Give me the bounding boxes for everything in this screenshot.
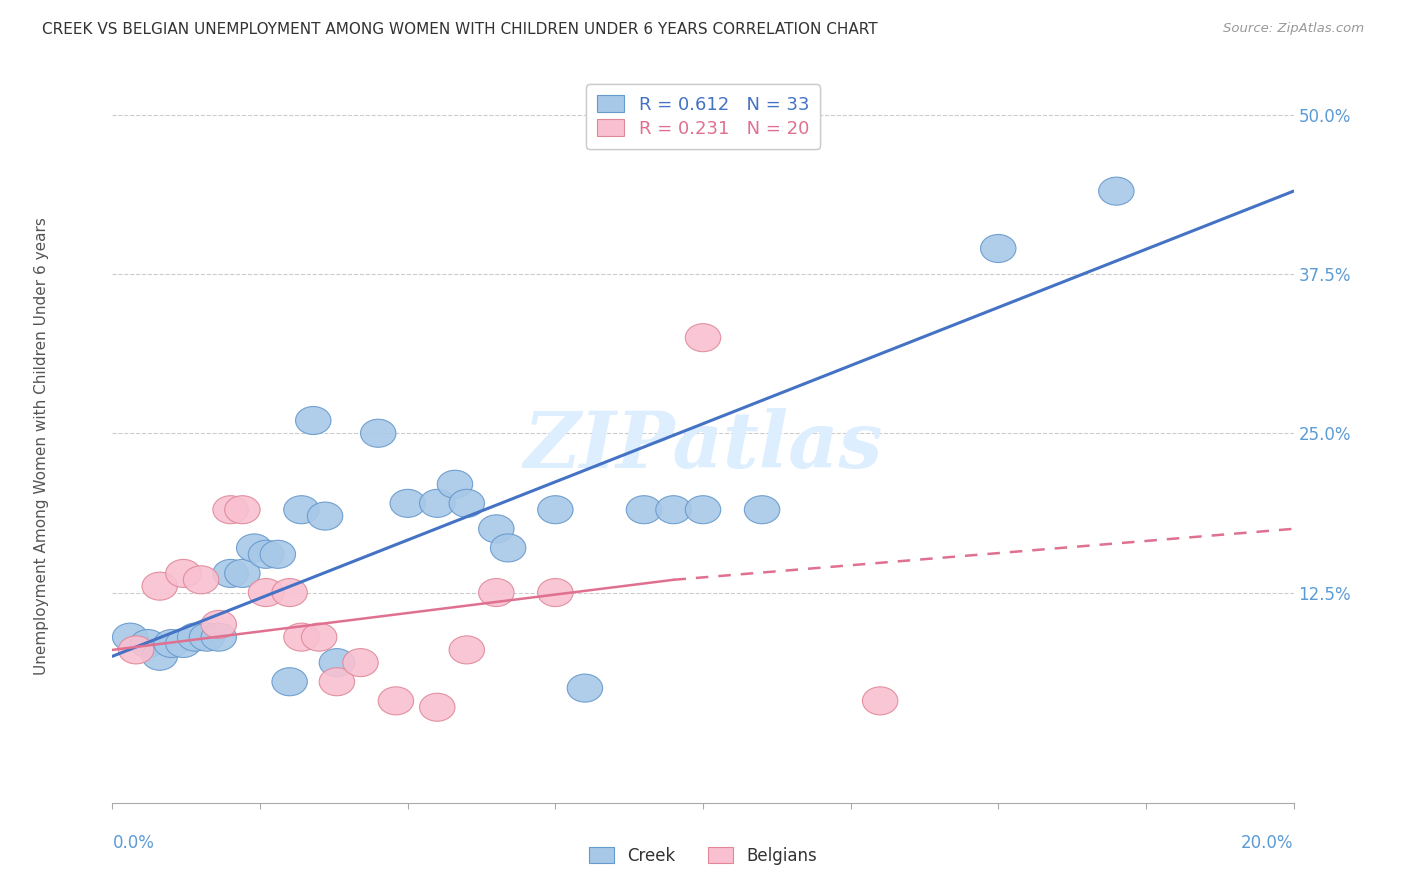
- Ellipse shape: [166, 630, 201, 657]
- Ellipse shape: [389, 490, 426, 517]
- Ellipse shape: [177, 624, 212, 651]
- Ellipse shape: [131, 630, 166, 657]
- Text: Unemployment Among Women with Children Under 6 years: Unemployment Among Women with Children U…: [34, 217, 49, 675]
- Ellipse shape: [478, 515, 515, 543]
- Ellipse shape: [437, 470, 472, 499]
- Text: CREEK VS BELGIAN UNEMPLOYMENT AMONG WOMEN WITH CHILDREN UNDER 6 YEARS CORRELATIO: CREEK VS BELGIAN UNEMPLOYMENT AMONG WOME…: [42, 22, 877, 37]
- Ellipse shape: [567, 674, 603, 702]
- Ellipse shape: [655, 496, 692, 524]
- Text: Source: ZipAtlas.com: Source: ZipAtlas.com: [1223, 22, 1364, 36]
- Ellipse shape: [862, 687, 898, 714]
- Ellipse shape: [201, 610, 236, 639]
- Ellipse shape: [260, 541, 295, 568]
- Ellipse shape: [166, 559, 201, 588]
- Ellipse shape: [142, 642, 177, 670]
- Ellipse shape: [236, 534, 271, 562]
- Legend: Creek, Belgians: Creek, Belgians: [578, 837, 828, 875]
- Ellipse shape: [343, 648, 378, 677]
- Ellipse shape: [319, 668, 354, 696]
- Ellipse shape: [212, 496, 249, 524]
- Ellipse shape: [249, 541, 284, 568]
- Ellipse shape: [183, 566, 219, 594]
- Ellipse shape: [378, 687, 413, 714]
- Ellipse shape: [284, 624, 319, 651]
- Ellipse shape: [360, 419, 396, 447]
- Ellipse shape: [201, 624, 236, 651]
- Ellipse shape: [225, 559, 260, 588]
- Ellipse shape: [118, 636, 153, 664]
- Ellipse shape: [308, 502, 343, 530]
- Ellipse shape: [249, 579, 284, 607]
- Ellipse shape: [980, 235, 1017, 262]
- Ellipse shape: [301, 624, 337, 651]
- Ellipse shape: [449, 636, 485, 664]
- Legend: R = 0.612   N = 33, R = 0.231   N = 20: R = 0.612 N = 33, R = 0.231 N = 20: [586, 84, 820, 149]
- Ellipse shape: [212, 559, 249, 588]
- Ellipse shape: [478, 579, 515, 607]
- Text: 0.0%: 0.0%: [112, 834, 155, 852]
- Ellipse shape: [449, 490, 485, 517]
- Ellipse shape: [685, 324, 721, 351]
- Ellipse shape: [271, 579, 308, 607]
- Ellipse shape: [491, 534, 526, 562]
- Ellipse shape: [225, 496, 260, 524]
- Ellipse shape: [626, 496, 662, 524]
- Ellipse shape: [419, 490, 456, 517]
- Ellipse shape: [537, 579, 574, 607]
- Ellipse shape: [112, 624, 148, 651]
- Ellipse shape: [319, 648, 354, 677]
- Ellipse shape: [1098, 178, 1135, 205]
- Text: ZIPatlas: ZIPatlas: [523, 408, 883, 484]
- Ellipse shape: [142, 572, 177, 600]
- Ellipse shape: [744, 496, 780, 524]
- Ellipse shape: [190, 624, 225, 651]
- Ellipse shape: [537, 496, 574, 524]
- Ellipse shape: [419, 693, 456, 722]
- Ellipse shape: [685, 496, 721, 524]
- Ellipse shape: [284, 496, 319, 524]
- Ellipse shape: [295, 407, 330, 434]
- Ellipse shape: [153, 630, 190, 657]
- Text: 20.0%: 20.0%: [1241, 834, 1294, 852]
- Ellipse shape: [271, 668, 308, 696]
